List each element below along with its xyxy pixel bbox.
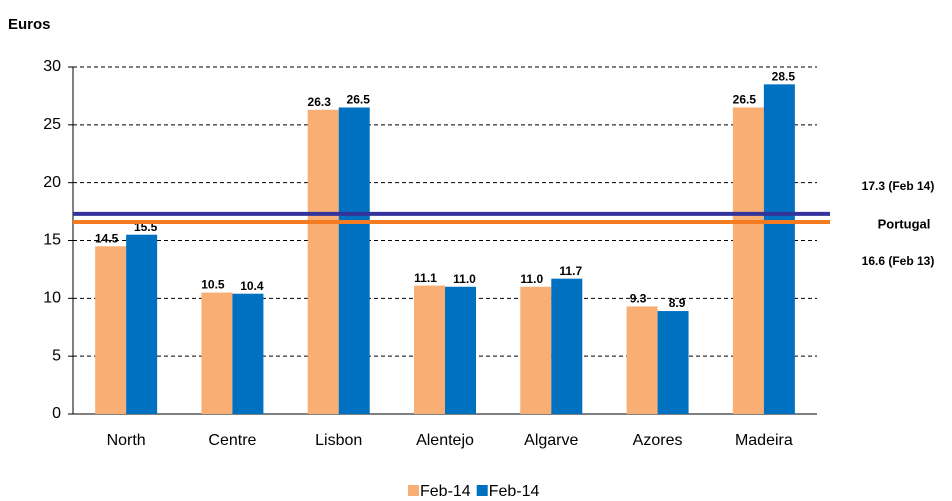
- y-tick-label: 20: [43, 174, 61, 191]
- value-label: 10.5: [201, 278, 225, 292]
- value-label: 14.5: [95, 231, 119, 245]
- x-tick-label: Alentejo: [416, 432, 474, 449]
- x-tick-label: North: [107, 432, 146, 449]
- value-label: 26.5: [347, 93, 371, 107]
- x-tick-label: Centre: [208, 432, 256, 449]
- bar: [338, 107, 370, 414]
- value-label: 26.5: [733, 93, 757, 107]
- reference-label: 17.3 (Feb 14): [862, 179, 935, 193]
- y-tick-label: 30: [43, 58, 61, 75]
- y-tick-label: 10: [43, 290, 61, 307]
- y-tick-label: 15: [43, 232, 61, 249]
- x-tick-label: Lisbon: [315, 432, 362, 449]
- y-axis-title: Euros: [8, 16, 51, 33]
- y-tick-label: 25: [43, 116, 61, 133]
- bar: [201, 292, 233, 414]
- reference-title: Portugal: [878, 216, 931, 231]
- value-label: 28.5: [772, 70, 796, 84]
- x-tick-label: Algarve: [524, 432, 578, 449]
- bar: [626, 306, 658, 414]
- value-label: 11.0: [453, 272, 476, 286]
- bar: [307, 109, 339, 415]
- x-tick-label: Azores: [633, 432, 683, 449]
- x-tick-label: Madeira: [735, 432, 793, 449]
- value-label: 11.7: [559, 264, 582, 278]
- bar: [232, 293, 264, 414]
- value-label: 8.9: [669, 296, 686, 310]
- value-label: 9.3: [630, 292, 647, 306]
- value-label: 10.4: [240, 279, 264, 293]
- value-label: 11.1: [414, 271, 437, 285]
- legend-label: Feb-14: [489, 483, 540, 500]
- y-tick-label: 5: [52, 347, 61, 364]
- legend-swatch: [408, 485, 419, 496]
- bar: [126, 234, 158, 414]
- value-label: 26.3: [308, 95, 332, 109]
- legend-label: Feb-14: [420, 483, 471, 500]
- reference-label: 16.6 (Feb 13): [862, 254, 935, 268]
- bar: [732, 107, 764, 414]
- value-label: 11.0: [520, 272, 543, 286]
- bar: [414, 285, 445, 414]
- bar: [657, 311, 689, 414]
- bar: [520, 286, 552, 414]
- bar: [763, 84, 795, 414]
- legend-swatch: [476, 485, 488, 496]
- y-tick-label: 0: [52, 405, 61, 422]
- bar: [551, 278, 583, 414]
- bar: [95, 246, 127, 414]
- bar: [445, 286, 476, 414]
